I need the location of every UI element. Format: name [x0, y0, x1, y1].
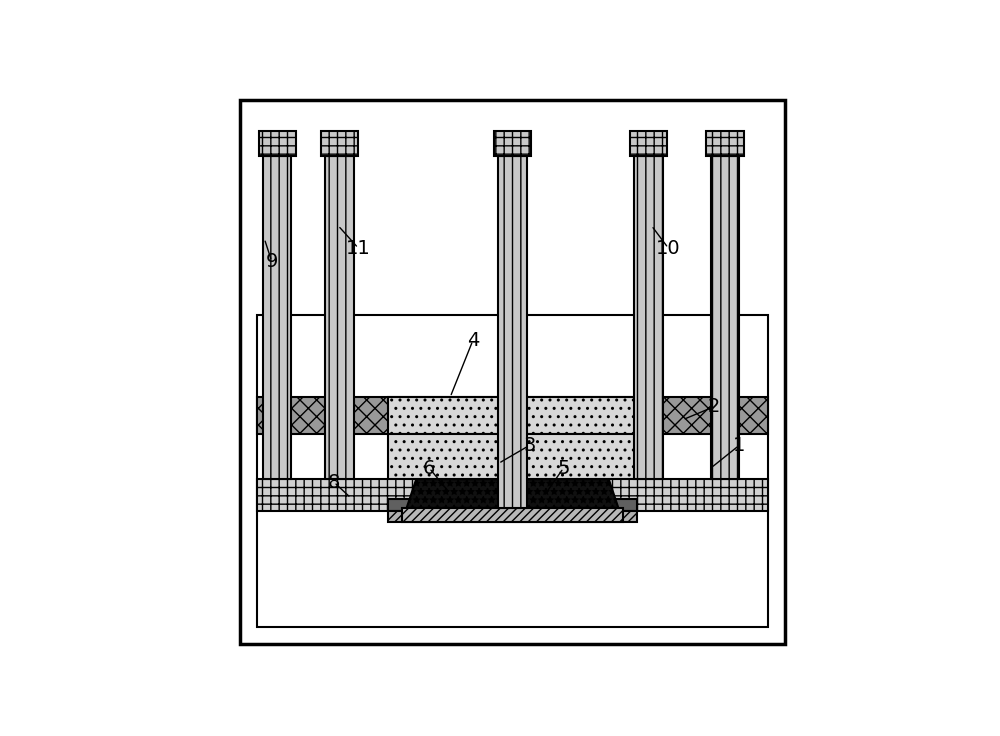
Bar	[263, 156, 291, 479]
Bar	[388, 397, 637, 434]
Bar	[494, 131, 531, 156]
Bar	[257, 397, 768, 434]
Text: 1: 1	[733, 436, 745, 455]
Bar	[388, 499, 637, 511]
Polygon shape	[402, 479, 623, 522]
Bar	[634, 156, 663, 479]
Bar	[259, 131, 296, 156]
Text: 5: 5	[557, 459, 570, 478]
Bar	[388, 511, 637, 522]
Bar	[257, 315, 768, 627]
Text: 10: 10	[656, 238, 681, 258]
Bar	[706, 131, 744, 156]
Bar	[257, 479, 768, 511]
Bar	[402, 508, 623, 522]
Text: 9: 9	[265, 252, 278, 271]
Bar	[321, 131, 358, 156]
Bar	[711, 156, 739, 479]
Bar	[630, 131, 667, 156]
Text: 11: 11	[346, 238, 371, 258]
Bar	[498, 156, 527, 508]
Bar	[325, 156, 354, 479]
Text: 2: 2	[707, 397, 720, 417]
Text: 4: 4	[467, 331, 479, 350]
Text: 3: 3	[523, 436, 536, 455]
Text: 6: 6	[423, 459, 435, 478]
Text: 8: 8	[328, 473, 340, 492]
Bar	[388, 434, 637, 499]
